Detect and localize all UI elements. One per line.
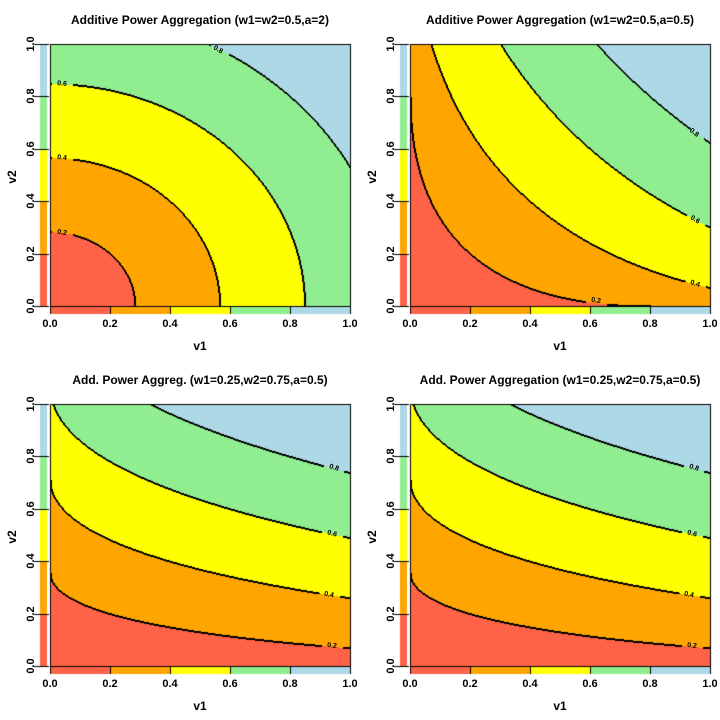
panel-top-left: Additive Power Aggregation (w1=w2=0.5,a=… — [0, 0, 360, 360]
contour-plot-canvas — [360, 0, 720, 360]
contour-plot-canvas — [0, 0, 360, 360]
contour-plot-canvas — [360, 360, 720, 720]
panel-bottom-left: Add. Power Aggreg. (w1=0.25,w2=0.75,a=0.… — [0, 360, 360, 720]
panel-bottom-right: Add. Power Aggregation (w1=0.25,w2=0.75,… — [360, 360, 720, 720]
contour-plot-canvas — [0, 360, 360, 720]
panel-top-right: Additive Power Aggregation (w1=w2=0.5,a=… — [360, 0, 720, 360]
